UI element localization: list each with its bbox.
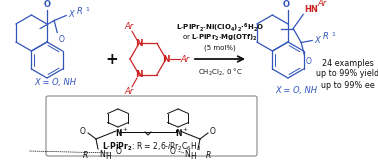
Text: X: X bbox=[68, 10, 74, 19]
Text: Ar: Ar bbox=[180, 55, 190, 64]
Text: N: N bbox=[135, 70, 143, 79]
Text: Ar: Ar bbox=[317, 0, 327, 8]
Text: (5 mol%): (5 mol%) bbox=[204, 45, 236, 51]
Text: H: H bbox=[105, 152, 111, 160]
Text: N: N bbox=[175, 129, 181, 138]
Text: 1: 1 bbox=[331, 32, 335, 37]
Text: HN: HN bbox=[304, 4, 318, 13]
Text: R: R bbox=[83, 151, 88, 160]
Text: Ar: Ar bbox=[125, 22, 134, 31]
Text: N: N bbox=[99, 150, 105, 159]
Text: O: O bbox=[305, 56, 311, 65]
Text: X = O, NH: X = O, NH bbox=[275, 87, 317, 96]
Text: or $\bf{L}$-$\bf{PiPr_2}$-$\bf{Mg(OTf)_2}$: or $\bf{L}$-$\bf{PiPr_2}$-$\bf{Mg(OTf)_2… bbox=[182, 33, 258, 43]
Text: up to 99% yield: up to 99% yield bbox=[316, 69, 378, 79]
Text: R: R bbox=[323, 32, 329, 41]
Text: O: O bbox=[282, 0, 290, 9]
Text: O: O bbox=[116, 147, 122, 156]
Text: X = O, NH: X = O, NH bbox=[34, 77, 76, 87]
Text: N: N bbox=[135, 39, 143, 48]
Text: CH$_2$Cl$_2$, 0 °C: CH$_2$Cl$_2$, 0 °C bbox=[198, 66, 242, 78]
FancyBboxPatch shape bbox=[46, 96, 257, 156]
Text: H: H bbox=[190, 152, 196, 160]
Text: up to 99% ee: up to 99% ee bbox=[321, 80, 375, 89]
Text: R: R bbox=[206, 151, 211, 160]
Text: O: O bbox=[170, 147, 176, 156]
Text: N: N bbox=[115, 129, 121, 138]
Text: R: R bbox=[77, 7, 83, 16]
Text: 1: 1 bbox=[85, 7, 89, 12]
Text: +: + bbox=[182, 127, 187, 132]
Text: Ar: Ar bbox=[125, 87, 134, 96]
Text: $\bf{L}$-$\bf{PiPr_2}$: R = 2,6-$i$Pr$_2$C$_6$H$_3$: $\bf{L}$-$\bf{PiPr_2}$: R = 2,6-$i$Pr$_2… bbox=[102, 141, 201, 153]
Text: X: X bbox=[314, 36, 320, 45]
Text: O: O bbox=[43, 0, 51, 9]
Text: 24 examples: 24 examples bbox=[322, 59, 374, 68]
Text: O: O bbox=[58, 35, 64, 44]
Text: N: N bbox=[162, 55, 170, 64]
Text: +: + bbox=[122, 127, 127, 132]
Text: O: O bbox=[80, 128, 86, 136]
Text: N: N bbox=[184, 150, 190, 159]
Text: O: O bbox=[210, 128, 216, 136]
Text: $\bf{L}$-$\bf{PiPr_2}$-$\bf{Ni(ClO_4)_2}$$\bf{\cdot^6H_2O}$: $\bf{L}$-$\bf{PiPr_2}$-$\bf{Ni(ClO_4)_2}… bbox=[176, 22, 264, 34]
Text: +: + bbox=[105, 52, 118, 68]
